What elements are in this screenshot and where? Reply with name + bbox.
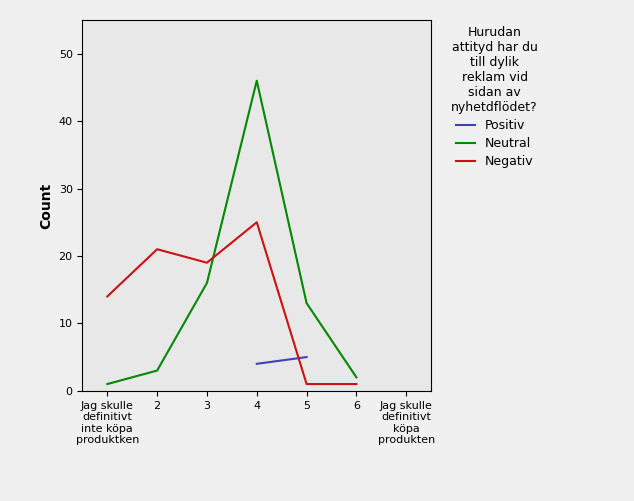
Negativ bbox=[303, 381, 311, 387]
Negativ bbox=[203, 260, 210, 266]
Positiv bbox=[303, 354, 311, 360]
Line: Neutral: Neutral bbox=[107, 81, 356, 384]
Neutral bbox=[153, 368, 161, 374]
Legend: Positiv, Neutral, Negativ: Positiv, Neutral, Negativ bbox=[451, 26, 538, 168]
Negativ bbox=[153, 246, 161, 252]
Neutral bbox=[253, 78, 261, 84]
Neutral bbox=[353, 374, 360, 380]
Neutral bbox=[103, 381, 111, 387]
Positiv bbox=[253, 361, 261, 367]
Negativ bbox=[353, 381, 360, 387]
Y-axis label: Count: Count bbox=[39, 182, 53, 228]
Line: Positiv: Positiv bbox=[257, 357, 307, 364]
Negativ bbox=[253, 219, 261, 225]
Neutral bbox=[303, 300, 311, 306]
Neutral bbox=[203, 280, 210, 286]
Negativ bbox=[103, 294, 111, 300]
Line: Negativ: Negativ bbox=[107, 222, 356, 384]
